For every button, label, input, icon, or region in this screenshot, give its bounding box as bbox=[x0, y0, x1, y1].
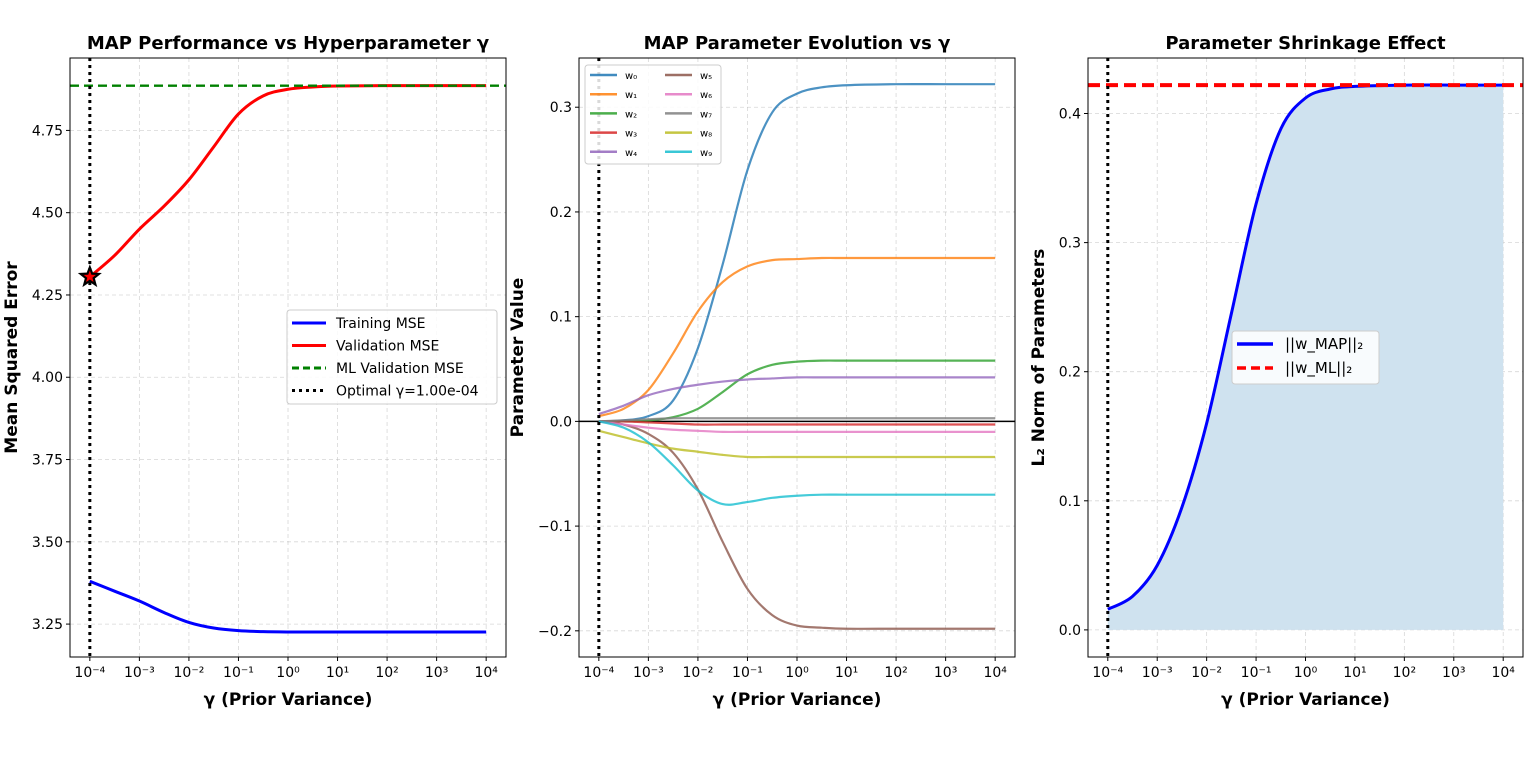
series-1-line bbox=[598, 83, 996, 423]
legend-label: ||w_ML||₂ bbox=[1285, 359, 1352, 378]
x-tick-label: 10⁴ bbox=[1491, 665, 1515, 681]
x-tick-label: 10² bbox=[884, 665, 907, 681]
x-tick-label: 10⁻³ bbox=[633, 665, 664, 681]
legend: w₀ w₁ w₂ w₃ w₄ w₅ w₆ w₇ w₈ w₉ bbox=[584, 64, 722, 165]
y-tick-label: 4.50 bbox=[32, 206, 63, 222]
x-tick-label: 10⁻³ bbox=[1142, 665, 1173, 681]
panel-2: 10⁻⁴ 10⁻³ 10⁻² 10⁻¹ 10⁰ 10¹ 10² 10³ 10⁴ −0.2 −0.1 0… bbox=[508, 33, 1016, 710]
y-axis-label: Parameter Value bbox=[508, 278, 528, 438]
y-tick-label: 4.00 bbox=[32, 370, 63, 386]
panel-title: MAP Performance vs Hyperparameter γ bbox=[87, 33, 489, 54]
y-tick-label: 0.1 bbox=[1059, 494, 1081, 510]
panel-title: MAP Parameter Evolution vs γ bbox=[644, 33, 951, 54]
legend-label: w₁ bbox=[625, 90, 637, 101]
legend-label: w₇ bbox=[700, 109, 712, 120]
y-tick-label: 4.75 bbox=[32, 123, 63, 139]
x-tick-label: 10⁻³ bbox=[124, 665, 155, 681]
x-tick-label: 10² bbox=[375, 665, 398, 681]
series-1-line bbox=[1107, 83, 1504, 611]
y-tick-label: 0.3 bbox=[550, 100, 572, 116]
legend-label: w₂ bbox=[625, 109, 637, 120]
x-tick-label: 10⁻² bbox=[683, 665, 714, 681]
x-tick-label: 10² bbox=[1393, 665, 1416, 681]
panel-3: 10⁻⁴ 10⁻³ 10⁻² 10⁻¹ 10⁰ 10¹ 10² 10³ 10⁴ 0.0 0.1 0.2… bbox=[1029, 33, 1524, 710]
legend-label: w₃ bbox=[625, 129, 637, 140]
y-tick-label: 0.2 bbox=[550, 205, 572, 221]
x-axis-label: γ (Prior Variance) bbox=[204, 690, 373, 710]
legend-label: ||w_MAP||₂ bbox=[1285, 335, 1363, 354]
panel-1: 10⁻⁴ 10⁻³ 10⁻² 10⁻¹ 10⁰ 10¹ 10² 10³ 10⁴ 3.25 3.50 3… bbox=[2, 33, 507, 710]
y-tick-label: 0.1 bbox=[550, 310, 572, 326]
legend-label: w₅ bbox=[700, 71, 712, 82]
x-tick-label: 10⁰ bbox=[1294, 665, 1318, 681]
legend-label: Optimal γ=1.00e-04 bbox=[336, 384, 479, 400]
x-tick-label: 10⁻¹ bbox=[223, 665, 254, 681]
optimal-star-marker bbox=[77, 264, 102, 288]
y-tick-label: 0.0 bbox=[550, 414, 572, 430]
series-7-line bbox=[598, 420, 996, 434]
legend-label: w₀ bbox=[625, 71, 637, 82]
x-tick-label: 10⁴ bbox=[474, 665, 498, 681]
legend-label: w₆ bbox=[700, 90, 712, 101]
legend: Training MSE Validation MSE ML Validation … bbox=[286, 309, 498, 405]
y-tick-label: 3.75 bbox=[32, 453, 63, 469]
y-tick-label: −0.2 bbox=[538, 624, 572, 640]
x-tick-label: 10⁻⁴ bbox=[74, 665, 105, 681]
legend-label: w₉ bbox=[700, 148, 712, 159]
y-tick-label: 0.3 bbox=[1059, 236, 1081, 252]
x-tick-label: 10⁻¹ bbox=[1241, 665, 1272, 681]
series-4-line bbox=[598, 420, 996, 426]
x-tick-label: 10⁻¹ bbox=[732, 665, 763, 681]
x-tick-label: 10³ bbox=[425, 665, 448, 681]
y-axis-label: L₂ Norm of Parameters bbox=[1029, 249, 1049, 467]
series-6-line bbox=[598, 420, 996, 630]
x-tick-label: 10⁴ bbox=[983, 665, 1007, 681]
x-tick-label: 10³ bbox=[1442, 665, 1465, 681]
series-5-line bbox=[598, 376, 996, 416]
x-tick-label: 10¹ bbox=[835, 665, 858, 681]
x-axis-label: γ (Prior Variance) bbox=[713, 690, 882, 710]
legend-label: w₈ bbox=[700, 129, 712, 140]
series-1-line bbox=[89, 579, 487, 634]
legend-label: w₄ bbox=[625, 148, 637, 159]
x-tick-label: 10¹ bbox=[326, 665, 349, 681]
y-tick-label: 3.50 bbox=[32, 535, 63, 551]
series-8-line bbox=[598, 417, 996, 423]
x-tick-label: 10³ bbox=[934, 665, 957, 681]
legend: ||w_MAP||₂ ||w_ML||₂ bbox=[1231, 330, 1380, 385]
panel-title: Parameter Shrinkage Effect bbox=[1165, 33, 1446, 54]
legend-box bbox=[286, 309, 498, 405]
series-10-line bbox=[598, 420, 996, 506]
x-tick-label: 10⁰ bbox=[785, 665, 809, 681]
y-tick-label: 0.2 bbox=[1059, 365, 1081, 381]
x-tick-label: 10⁻² bbox=[1191, 665, 1222, 681]
x-axis-label: γ (Prior Variance) bbox=[1221, 690, 1390, 710]
series-2-line bbox=[598, 256, 996, 418]
legend-box bbox=[584, 64, 722, 165]
legend-label: Training MSE bbox=[335, 316, 426, 332]
y-tick-label: 0.0 bbox=[1059, 623, 1081, 639]
x-tick-label: 10¹ bbox=[1343, 665, 1366, 681]
y-axis-label: Mean Squared Error bbox=[2, 261, 22, 454]
x-tick-label: 10⁻⁴ bbox=[583, 665, 614, 681]
x-tick-label: 10⁰ bbox=[276, 665, 300, 681]
y-tick-label: 4.25 bbox=[32, 288, 63, 304]
x-tick-label: 10⁻² bbox=[174, 665, 205, 681]
x-tick-label: 10⁻⁴ bbox=[1092, 665, 1123, 681]
legend-label: ML Validation MSE bbox=[336, 361, 464, 377]
y-tick-label: 3.25 bbox=[32, 617, 63, 633]
y-tick-label: 0.4 bbox=[1059, 107, 1081, 123]
legend-label: Validation MSE bbox=[336, 339, 439, 355]
y-tick-label: −0.1 bbox=[538, 519, 572, 535]
